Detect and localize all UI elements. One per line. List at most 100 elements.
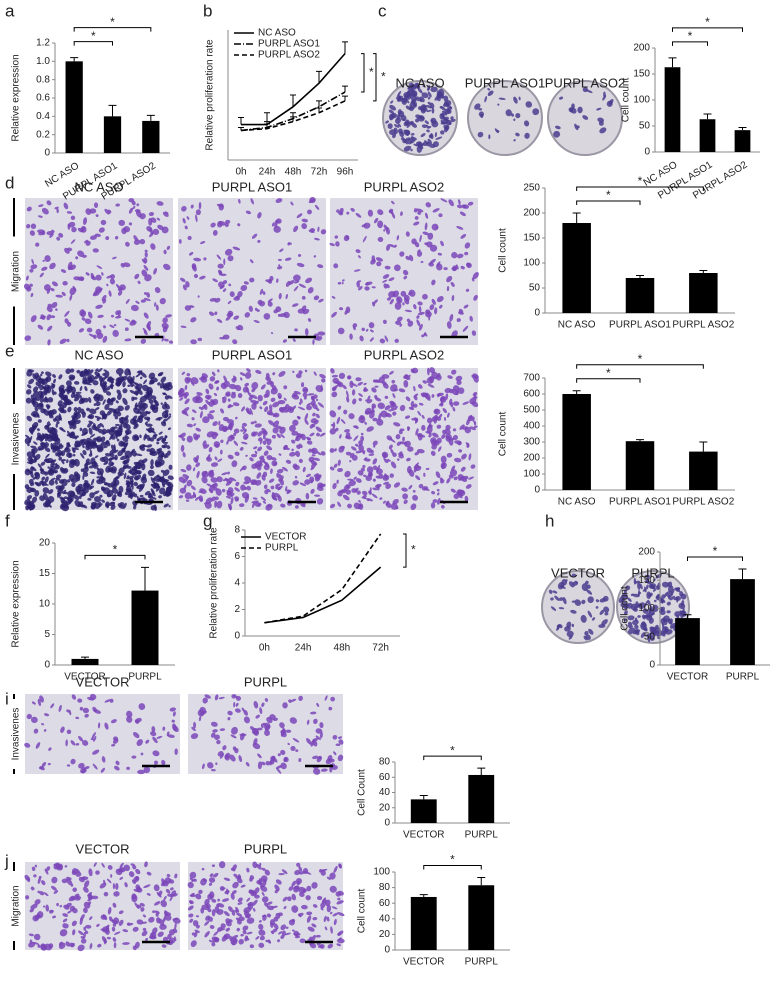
significance-bracket [403,534,406,567]
micrograph [23,198,174,346]
cell [223,258,225,265]
image-label: VECTOR [551,565,605,580]
bar [411,799,437,823]
bar [562,223,591,313]
y-tick-label: 80 [379,882,391,893]
significance-label: * [110,15,115,29]
y-axis-label: Cell count [621,78,632,123]
image-label: PURPL ASO2 [364,179,444,194]
x-tick-label: 48h [334,643,351,654]
bar [468,885,494,950]
y-tick-label: 60 [379,898,391,909]
cell [169,465,173,470]
y-tick-label: 1.0 [36,56,50,67]
x-tick-label: VECTOR [403,957,445,968]
significance-label: * [381,69,386,83]
error-bar [704,114,712,119]
y-tick-label: 40 [379,913,391,924]
y-tick-label: 100 [523,258,540,269]
error-bar [420,796,428,800]
image-label: VECTOR [76,841,130,856]
bar [104,116,121,153]
image-label: PURPL ASO2 [364,347,444,362]
error-bar [81,657,89,659]
significance-label: * [713,544,718,558]
x-tick-label: PURPL ASO1 [609,497,671,508]
cell [38,419,42,423]
bar [142,121,159,153]
significance-label: * [411,543,416,557]
y-axis-label: Cell count [620,586,631,631]
significance-label: * [688,29,693,43]
error-bar [141,567,149,590]
y-tick-label: 0.4 [36,111,50,122]
image-label: PURPL [244,841,287,856]
error-bar [699,442,707,452]
y-tick-label: 200 [638,547,655,558]
side-label: Invasivenes [11,413,22,466]
error-bar [342,96,348,101]
legend-label: PURPL ASO2 [258,50,320,61]
image-label: NC ASO [395,75,444,90]
image-label: PURPL ASO1 [212,347,292,362]
micrograph [186,861,345,950]
y-tick-label: 100 [373,867,390,878]
legend-label: VECTOR [265,532,307,543]
micrograph [468,81,542,155]
error-bar [109,105,117,116]
y-tick-label: 0 [384,945,390,956]
x-tick-label: PURPL [465,830,499,841]
y-tick-label: 80 [379,757,391,768]
y-tick-label: 700 [523,373,540,384]
x-tick-label: PURPL ASO2 [672,497,734,508]
y-tick-label: 200 [633,43,650,54]
panel-letter: e [5,341,14,360]
cell [161,402,163,405]
bar [689,273,718,313]
x-tick-label: 96h [337,167,354,178]
x-tick-label: 24h [295,643,312,654]
micrograph [23,861,181,952]
image-label: PURPL ASO1 [465,75,545,90]
legend-label: NC ASO [258,28,296,39]
y-tick-label: 100 [523,469,540,480]
cell [317,896,322,900]
bar [562,394,591,490]
error-bar [739,569,747,579]
y-axis-label: Relative proliferation rate [205,39,216,151]
micrograph [188,693,345,775]
cell [133,397,138,400]
y-tick-label: 6 [234,551,240,562]
y-tick-label: 200 [523,453,540,464]
significance-label: * [638,352,643,366]
y-tick-label: 4 [234,578,240,589]
error-bar [573,391,581,394]
y-tick-label: 8 [234,525,240,536]
y-tick-label: 0 [44,660,50,671]
significance-label: * [450,853,455,867]
bar [626,441,655,490]
series-line [264,567,380,623]
error-bar [477,768,485,775]
significance-label: * [113,543,118,557]
micrograph [329,198,480,345]
y-tick-label: 0.6 [36,93,50,104]
y-tick-label: 100 [633,95,650,106]
y-tick-label: 5 [44,629,50,640]
x-tick-label: NC ASO [558,320,596,331]
y-tick-label: 0 [234,631,240,642]
y-tick-label: 200 [523,208,540,219]
bar [626,278,655,313]
error-bar [70,58,78,62]
side-label: Migration [11,251,22,292]
x-tick-label: VECTOR [667,672,709,683]
error-bar [238,117,244,124]
side-label: Migration [11,885,22,926]
x-tick-label: 24h [259,167,276,178]
micrograph [542,571,614,643]
panel-letter: h [545,511,554,530]
image-label: PURPL [244,674,287,689]
y-tick-label: 400 [523,421,540,432]
cell [87,328,93,333]
cell [337,898,340,901]
